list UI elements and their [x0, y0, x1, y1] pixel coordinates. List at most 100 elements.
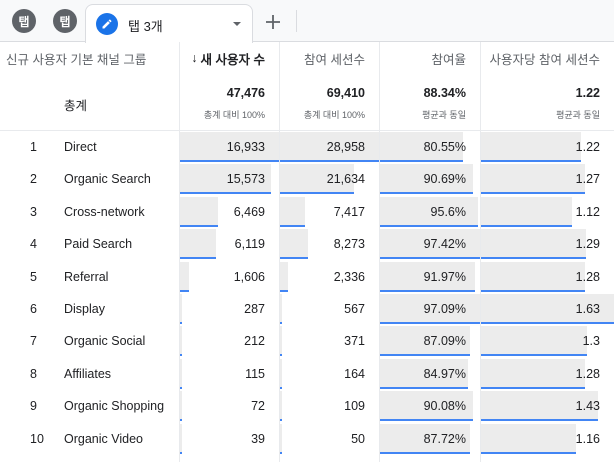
header-sessions[interactable]: 참여 세션수 — [279, 42, 379, 74]
bar-sessions — [280, 132, 379, 162]
header-sessions-per-user-label: 사용자당 참여 세션수 — [489, 52, 600, 67]
bar-sessions-per-user — [481, 229, 587, 260]
bar-sessions — [280, 391, 282, 422]
bar-underline — [481, 257, 587, 260]
add-tab-button[interactable] — [258, 7, 288, 37]
cell-sessions: 8,273 — [333, 237, 365, 252]
table-row[interactable]: 10 Organic Video 39 50 87.72% 1.16 — [0, 423, 614, 455]
row-number: 4 — [30, 237, 37, 252]
cell-new-users: 15,573 — [226, 172, 265, 187]
column-divider — [480, 42, 481, 462]
cell-sessions-per-user: 1.27 — [575, 172, 600, 187]
column-divider — [279, 42, 280, 462]
header-engagement-rate[interactable]: 참여율 — [379, 42, 480, 74]
bar-underline — [481, 419, 598, 422]
bar-underline — [481, 451, 576, 454]
bar-engagement-rate — [380, 423, 471, 454]
table-row[interactable]: 3 Cross-network 6,469 7,417 95.6% 1.12 — [0, 196, 614, 228]
table-row[interactable]: 8 Affiliates 115 164 84.97% 1.28 — [0, 358, 614, 390]
table-row[interactable]: 5 Referral 1,606 2,336 91.97% 1.28 — [0, 261, 614, 293]
active-tab[interactable]: 탭 3개 — [85, 4, 253, 43]
bar-engagement-rate — [380, 164, 474, 195]
cell-new-users: 1,606 — [233, 269, 265, 284]
bar-new-users — [180, 294, 182, 324]
totals-new-users: 47,476 — [226, 86, 265, 100]
cell-engagement-rate: 97.09% — [423, 302, 466, 316]
sort-arrow-icon: ↓ — [191, 51, 198, 65]
cell-engagement-rate: 95.6% — [430, 204, 466, 219]
chevron-down-icon[interactable] — [230, 17, 244, 31]
bar-underline — [380, 386, 468, 389]
bar-new-users — [180, 132, 279, 162]
cell-new-users: 39 — [251, 431, 265, 446]
row-number: 3 — [30, 204, 37, 219]
cell-engagement-rate: 84.97% — [423, 366, 466, 381]
table-row[interactable]: 2 Organic Search 15,573 21,634 90.69% 1.27 — [0, 163, 614, 195]
row-number: 10 — [30, 431, 44, 446]
channel-name: Organic Video — [64, 431, 143, 446]
bar-new-users — [180, 164, 272, 195]
bar-sessions — [280, 358, 282, 389]
bar-underline — [380, 160, 463, 162]
bar-sessions — [280, 326, 282, 357]
header-new-users[interactable]: ↓ 새 사용자 수 — [179, 42, 279, 74]
cell-engagement-rate: 80.55% — [423, 140, 466, 154]
cell-new-users: 212 — [244, 334, 265, 349]
bar-underline — [380, 322, 480, 324]
bar-sessions-per-user — [481, 326, 588, 357]
header-sessions-label: 참여 세션수 — [304, 52, 365, 67]
bar-underline — [481, 386, 586, 389]
bar-underline — [180, 451, 182, 454]
bar-underline — [180, 160, 279, 162]
bar-underline — [481, 224, 573, 227]
totals-sessions: 69,410 — [326, 86, 365, 100]
pencil-icon[interactable] — [96, 13, 118, 35]
bar-underline — [380, 354, 470, 357]
table-row[interactable]: 7 Organic Social 212 371 87.09% 1.3 — [0, 325, 614, 357]
bar-underline — [180, 419, 182, 422]
bar-sessions-per-user — [481, 196, 573, 227]
channel-name: Referral — [64, 269, 109, 284]
cell-sessions-per-user: 1.16 — [575, 431, 600, 446]
bar-engagement-rate — [380, 358, 468, 389]
channel-name: Organic Social — [64, 334, 146, 349]
tab-divider — [296, 10, 297, 32]
cell-engagement-rate: 87.09% — [423, 334, 466, 349]
row-number: 2 — [30, 172, 37, 187]
bar-underline — [280, 289, 288, 292]
cell-engagement-rate: 90.08% — [423, 399, 466, 414]
bar-underline — [481, 160, 581, 162]
bar-underline — [280, 322, 282, 324]
table-row[interactable]: 9 Organic Shopping 72 109 90.08% 1.43 — [0, 390, 614, 422]
totals-engagement-rate: 88.34% — [423, 86, 466, 100]
cell-sessions-per-user: 1.43 — [575, 399, 600, 414]
channel-name: Cross-network — [64, 204, 145, 219]
cell-sessions-per-user: 1.3 — [582, 334, 600, 349]
table-row[interactable]: 6 Display 287 567 97.09% 1.63 — [0, 293, 614, 325]
bar-underline — [481, 289, 586, 292]
column-divider — [379, 42, 380, 462]
tab-chip-1[interactable]: 탭 — [12, 9, 36, 33]
bar-underline — [280, 192, 354, 195]
bar-engagement-rate — [380, 229, 480, 260]
bar-underline — [280, 419, 282, 422]
cell-sessions: 21,634 — [326, 172, 365, 187]
header-dimension[interactable]: 신규 사용자 기본 채널 그룹 — [6, 42, 176, 74]
tab-chip-2[interactable]: 탭 — [53, 9, 77, 33]
cell-sessions: 567 — [344, 302, 365, 316]
cell-sessions: 7,417 — [333, 204, 365, 219]
bar-sessions — [280, 229, 309, 260]
bar-underline — [380, 192, 474, 195]
totals-divider — [0, 130, 614, 131]
header-sessions-per-user[interactable]: 사용자당 참여 세션수 — [480, 42, 614, 74]
table-row[interactable]: 1 Direct 16,933 28,958 80.55% 1.22 — [0, 131, 614, 163]
bar-underline — [380, 289, 475, 292]
bar-underline — [180, 354, 182, 357]
table-row[interactable]: 4 Paid Search 6,119 8,273 97.42% 1.29 — [0, 228, 614, 260]
row-number: 6 — [30, 302, 37, 316]
totals-sessions-sub: 총계 대비 100% — [303, 110, 365, 120]
bar-underline — [180, 224, 218, 227]
bar-engagement-rate — [380, 294, 480, 324]
cell-new-users: 6,469 — [233, 204, 265, 219]
cell-new-users: 72 — [251, 399, 265, 414]
